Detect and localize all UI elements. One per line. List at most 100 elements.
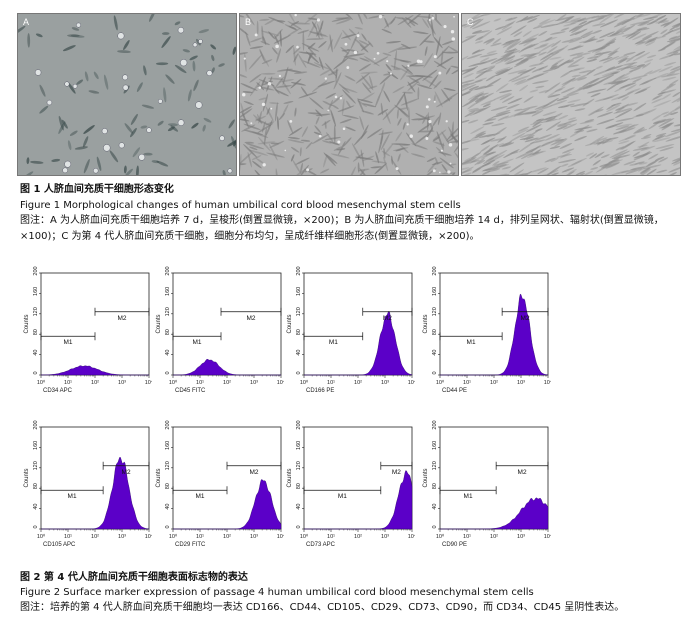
plot-frame — [172, 272, 282, 376]
y-tick-label: 200 — [165, 266, 171, 275]
micrograph-a: A — [17, 13, 237, 176]
x-tick-label: 10² — [354, 534, 362, 540]
x-tick-label: 10¹ — [463, 534, 471, 540]
gate-m2: M2 — [380, 461, 413, 476]
gate-label: M1 — [467, 339, 476, 346]
gate-m2: M2 — [94, 307, 150, 322]
figure1-caption-cn: 图 1 人脐血间充质干细胞形态变化 — [20, 184, 174, 195]
x-tick-label: 10³ — [250, 534, 258, 540]
x-tick-label: 10⁴ — [145, 379, 152, 386]
y-tick-label: 120 — [165, 461, 171, 470]
x-axis-label: CD105 APC — [43, 542, 76, 548]
x-tick-label: 10¹ — [64, 380, 72, 386]
y-tick-label: 120 — [296, 461, 302, 470]
x-tick-label: 10² — [223, 534, 231, 540]
gate-label: M1 — [464, 493, 473, 500]
y-axis-label: Counts — [287, 468, 293, 487]
y-tick-label: 80 — [432, 329, 438, 335]
x-tick-label: 10³ — [381, 380, 389, 386]
x-tick-label: 10³ — [517, 534, 525, 540]
x-tick-label: 10⁴ — [408, 533, 415, 540]
gate-m2: M2 — [102, 461, 150, 476]
figure1-note: 图注：A 为人脐血间充质干细胞培养 7 d，呈梭形(倒置显微镜，×200)；B … — [20, 215, 664, 242]
gate-m1: M1 — [439, 486, 497, 500]
histogram-area — [172, 359, 281, 376]
x-tick-label: 10² — [91, 380, 99, 386]
histogram-cd73: 0 40 80 120 160 200 10⁰ 10¹ 10² 10³ 10⁴ Counts CD73 … — [285, 420, 415, 550]
x-axis-label: CD166 PE — [306, 388, 334, 394]
figure2-caption-cn: 图 2 第 4 代人脐血间充质干细胞表面标志物的表达 — [20, 572, 248, 583]
histogram-cd45: 0 40 80 120 160 200 10⁰ 10¹ 10² 10³ 10⁴ Counts CD45 … — [154, 266, 284, 396]
gate-m1: M1 — [303, 332, 364, 346]
histogram-area — [40, 365, 149, 376]
gate-m1: M1 — [40, 332, 96, 346]
y-tick-label: 160 — [296, 287, 302, 296]
y-tick-label: 80 — [432, 483, 438, 489]
y-tick-label: 0 — [165, 371, 171, 374]
x-tick-label: 10² — [490, 380, 498, 386]
y-tick-label: 40 — [33, 504, 39, 510]
gate-m1: M1 — [172, 486, 228, 500]
y-tick-label: 40 — [165, 350, 171, 356]
histogram-cd105: 0 40 80 120 160 200 10⁰ 10¹ 10² 10³ 10⁴ Counts CD105… — [22, 420, 152, 550]
y-tick-label: 160 — [432, 287, 438, 296]
figure2-caption-en: Figure 2 Surface marker expression of pa… — [20, 587, 534, 598]
micrograph-b: B — [239, 13, 459, 176]
histogram-area — [304, 470, 413, 530]
x-axis-label: CD73 APC — [306, 542, 336, 548]
x-axis-label: CD44 PE — [442, 388, 467, 394]
gate-label: M1 — [329, 339, 338, 346]
x-tick-label: 10⁴ — [544, 379, 551, 386]
x-axis-label: CD90 PE — [442, 542, 467, 548]
x-axis-label: CD45 FITC — [175, 388, 206, 394]
y-tick-label: 200 — [432, 420, 438, 429]
gate-m1: M1 — [40, 486, 104, 500]
y-axis-label: Counts — [156, 468, 162, 487]
histogram-area — [304, 310, 413, 376]
gate-label: M2 — [122, 469, 131, 476]
y-tick-label: 120 — [33, 307, 39, 316]
y-tick-label: 80 — [296, 483, 302, 489]
histogram-cd90: 0 40 80 120 160 200 10⁰ 10¹ 10² 10³ 10⁴ Counts CD90 … — [421, 420, 551, 550]
x-tick-label: 10¹ — [463, 380, 471, 386]
x-tick-label: 10³ — [118, 534, 126, 540]
x-tick-label: 10⁴ — [145, 533, 152, 540]
y-axis-label: Counts — [423, 468, 429, 487]
micrograph-c-label: C — [467, 17, 474, 27]
micrograph-c-texture — [462, 14, 680, 175]
micrograph-c: C — [461, 13, 681, 176]
y-tick-label: 200 — [33, 420, 39, 429]
y-tick-label: 160 — [33, 287, 39, 296]
gate-m2: M2 — [362, 307, 413, 322]
y-axis-label: Counts — [156, 314, 162, 333]
x-tick-label: 10⁰ — [37, 533, 46, 540]
gate-label: M2 — [518, 469, 527, 476]
x-tick-label: 10⁰ — [169, 379, 178, 386]
y-tick-label: 200 — [165, 420, 171, 429]
y-tick-label: 0 — [432, 525, 438, 528]
gate-m1: M1 — [172, 332, 222, 346]
y-tick-label: 200 — [296, 266, 302, 275]
x-tick-label: 10¹ — [327, 380, 335, 386]
y-tick-label: 160 — [33, 441, 39, 450]
gate-label: M1 — [68, 493, 77, 500]
gate-label: M2 — [392, 469, 401, 476]
y-axis-label: Counts — [423, 314, 429, 333]
x-tick-label: 10⁰ — [169, 533, 178, 540]
x-tick-label: 10² — [91, 534, 99, 540]
y-tick-label: 120 — [296, 307, 302, 316]
gate-m2: M2 — [501, 307, 549, 322]
gate-m1: M1 — [303, 486, 382, 500]
micrograph-b-label: B — [245, 17, 252, 27]
y-axis-label: Counts — [287, 314, 293, 333]
x-tick-label: 10⁴ — [277, 379, 284, 386]
micrograph-a-label: A — [23, 17, 30, 27]
x-tick-label: 10⁴ — [544, 533, 551, 540]
x-tick-label: 10³ — [381, 534, 389, 540]
y-tick-label: 160 — [165, 441, 171, 450]
x-tick-label: 10⁰ — [436, 533, 445, 540]
x-axis-label: CD34 APC — [43, 388, 73, 394]
y-tick-label: 80 — [33, 329, 39, 335]
plot-frame — [40, 272, 150, 376]
x-tick-label: 10⁰ — [300, 379, 309, 386]
